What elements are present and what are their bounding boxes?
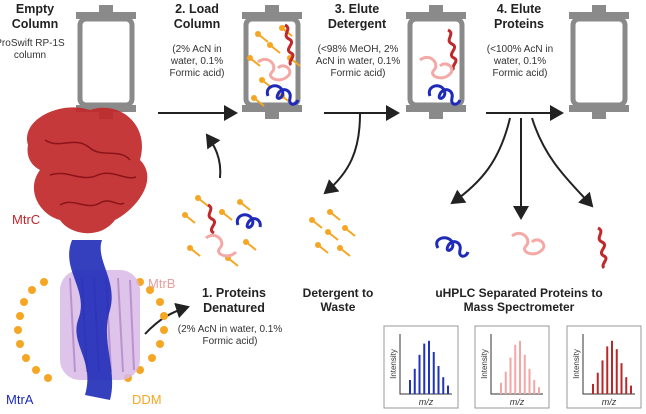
- step-load-title-line2: Column: [173, 17, 221, 31]
- step-load-title: 2. Load Column: [160, 2, 234, 32]
- denatured-proteins-icon: [181, 194, 262, 267]
- spectrum-xlabel: m/z: [510, 397, 525, 407]
- denatured-note-line1: (2% AcN in water, 0.1%: [177, 324, 283, 335]
- denatured-note: (2% AcN in water, 0.1% Formic acid): [164, 324, 296, 348]
- column2-contents: [246, 23, 301, 107]
- step-load-note-line2: water, 0.1%: [170, 56, 224, 67]
- step-load-title-line1: 2. Load: [175, 2, 219, 16]
- step-proteins-note-line2: water, 0.1%: [493, 56, 547, 67]
- separated-blue-protein-icon: [435, 236, 470, 258]
- step-proteins-note-line1: (<100% AcN in: [486, 44, 554, 55]
- waste-detergent-icon: [308, 208, 356, 257]
- separated-label-line1: uHPLC Separated Proteins to: [435, 286, 603, 300]
- step-load-note-line1: (2% AcN in: [172, 44, 222, 55]
- empty-column: [76, 5, 136, 119]
- spectrum-panel: Intensity m/z: [383, 325, 459, 409]
- step-empty-note: ProSwift RP-1S column: [0, 38, 72, 62]
- step-load-note-line3: Formic acid): [169, 68, 225, 79]
- step-empty-title: Empty Column: [0, 2, 70, 32]
- column3-contents: [419, 28, 462, 106]
- spectrum-ylabel: Intensity: [389, 349, 398, 379]
- step-empty-note-line2: column: [13, 50, 47, 61]
- mtrb-label: MtrB: [148, 276, 176, 291]
- flow-arrows: [144, 105, 594, 335]
- mass-spectra: Intensity m/z Intensity m/z Intensity m/z: [383, 325, 642, 409]
- step-proteins-note-line3: Formic acid): [492, 68, 548, 79]
- waste-label-line2: Waste: [320, 300, 356, 315]
- ddm-label: DDM: [132, 392, 162, 407]
- mtra-label: MtrA: [6, 392, 34, 407]
- step-detergent-title-line2: Detergent: [327, 17, 387, 31]
- spectrum-xlabel: m/z: [602, 397, 617, 407]
- step-proteins-title-line1: 4. Elute: [496, 2, 542, 16]
- step-empty-title-line1: Empty: [15, 2, 55, 16]
- step-proteins-note: (<100% AcN in water, 0.1% Formic acid): [480, 44, 560, 80]
- denatured-title-line1: 1. Proteins: [202, 286, 266, 300]
- denatured-title: 1. Proteins Denatured: [186, 286, 282, 316]
- step-proteins-title: 4. Elute Proteins: [482, 2, 556, 32]
- spectrum-panel: Intensity m/z: [474, 325, 550, 409]
- separated-label: uHPLC Separated Proteins to Mass Spectro…: [414, 286, 624, 315]
- step-load-note: (2% AcN in water, 0.1% Formic acid): [160, 44, 234, 80]
- step-detergent-title-line1: 3. Elute: [334, 2, 380, 16]
- spectrum-panel: Intensity m/z: [566, 325, 642, 409]
- separated-label-line2: Mass Spectrometer: [463, 300, 575, 315]
- step-proteins-title-line2: Proteins: [493, 17, 544, 31]
- spectrum-ylabel: Intensity: [572, 349, 581, 379]
- waste-label-line1: Detergent to: [302, 286, 374, 300]
- waste-label: Detergent to Waste: [296, 286, 380, 315]
- step-detergent-note-line3: Formic acid): [330, 68, 386, 79]
- step-detergent-note-line1: (<98% MeOH, 2%: [317, 44, 399, 55]
- spectrum-ylabel: Intensity: [480, 349, 489, 379]
- step-detergent-note-line2: AcN in water, 0.1%: [315, 56, 401, 67]
- mtrc-label: MtrC: [12, 212, 41, 227]
- separated-pink-protein-icon: [511, 231, 546, 256]
- step-empty-note-line1: ProSwift RP-1S: [0, 38, 65, 49]
- denatured-note-line2: Formic acid): [202, 336, 258, 347]
- denatured-title-line2: Denatured: [203, 301, 265, 315]
- separated-red-protein-icon: [597, 226, 608, 270]
- step-detergent-title: 3. Elute Detergent: [314, 2, 400, 32]
- proteins-eluted-column: [569, 5, 629, 119]
- spectrum-xlabel: m/z: [419, 397, 434, 407]
- mtrcab-structure-illustration: [14, 107, 168, 400]
- step-empty-title-line2: Column: [11, 17, 59, 31]
- step-detergent-note: (<98% MeOH, 2% AcN in water, 0.1% Formic…: [312, 44, 404, 80]
